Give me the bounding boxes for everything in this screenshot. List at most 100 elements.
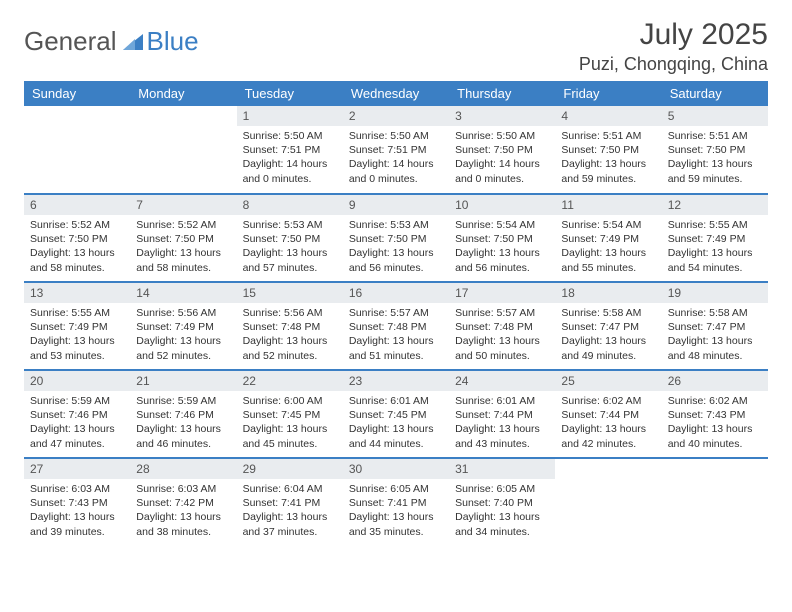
day-details: Sunrise: 5:57 AMSunset: 7:48 PMDaylight:… [449, 303, 555, 369]
location: Puzi, Chongqing, China [579, 54, 768, 75]
calendar-cell: 9Sunrise: 5:53 AMSunset: 7:50 PMDaylight… [343, 194, 449, 282]
calendar-cell: 11Sunrise: 5:54 AMSunset: 7:49 PMDayligh… [555, 194, 661, 282]
calendar-cell [24, 106, 130, 194]
day-number: 18 [555, 283, 661, 303]
calendar-week: 1Sunrise: 5:50 AMSunset: 7:51 PMDaylight… [24, 106, 768, 194]
day-details: Sunrise: 5:54 AMSunset: 7:50 PMDaylight:… [449, 215, 555, 281]
day-number: 31 [449, 459, 555, 479]
calendar-cell: 21Sunrise: 5:59 AMSunset: 7:46 PMDayligh… [130, 370, 236, 458]
day-header: Monday [130, 81, 236, 106]
calendar-cell: 19Sunrise: 5:58 AMSunset: 7:47 PMDayligh… [662, 282, 768, 370]
day-number: 12 [662, 195, 768, 215]
day-number: 13 [24, 283, 130, 303]
day-number: 22 [237, 371, 343, 391]
calendar-table: SundayMondayTuesdayWednesdayThursdayFrid… [24, 81, 768, 546]
day-details: Sunrise: 5:57 AMSunset: 7:48 PMDaylight:… [343, 303, 449, 369]
calendar-cell: 14Sunrise: 5:56 AMSunset: 7:49 PMDayligh… [130, 282, 236, 370]
day-number: 1 [237, 106, 343, 126]
calendar-week: 6Sunrise: 5:52 AMSunset: 7:50 PMDaylight… [24, 194, 768, 282]
calendar-cell: 17Sunrise: 5:57 AMSunset: 7:48 PMDayligh… [449, 282, 555, 370]
day-number: 21 [130, 371, 236, 391]
calendar-cell [130, 106, 236, 194]
day-details: Sunrise: 5:58 AMSunset: 7:47 PMDaylight:… [555, 303, 661, 369]
calendar-cell: 26Sunrise: 6:02 AMSunset: 7:43 PMDayligh… [662, 370, 768, 458]
day-details: Sunrise: 5:52 AMSunset: 7:50 PMDaylight:… [130, 215, 236, 281]
day-number: 8 [237, 195, 343, 215]
day-number: 15 [237, 283, 343, 303]
day-number: 16 [343, 283, 449, 303]
calendar-cell: 4Sunrise: 5:51 AMSunset: 7:50 PMDaylight… [555, 106, 661, 194]
calendar-cell: 18Sunrise: 5:58 AMSunset: 7:47 PMDayligh… [555, 282, 661, 370]
calendar-cell: 23Sunrise: 6:01 AMSunset: 7:45 PMDayligh… [343, 370, 449, 458]
day-details: Sunrise: 6:03 AMSunset: 7:43 PMDaylight:… [24, 479, 130, 545]
day-number: 4 [555, 106, 661, 126]
calendar-cell: 5Sunrise: 5:51 AMSunset: 7:50 PMDaylight… [662, 106, 768, 194]
day-number: 7 [130, 195, 236, 215]
day-header-row: SundayMondayTuesdayWednesdayThursdayFrid… [24, 81, 768, 106]
title-block: July 2025 Puzi, Chongqing, China [579, 18, 768, 75]
calendar-cell: 2Sunrise: 5:50 AMSunset: 7:51 PMDaylight… [343, 106, 449, 194]
day-number: 17 [449, 283, 555, 303]
day-details: Sunrise: 5:56 AMSunset: 7:49 PMDaylight:… [130, 303, 236, 369]
calendar-cell: 25Sunrise: 6:02 AMSunset: 7:44 PMDayligh… [555, 370, 661, 458]
day-details: Sunrise: 5:56 AMSunset: 7:48 PMDaylight:… [237, 303, 343, 369]
calendar-cell: 8Sunrise: 5:53 AMSunset: 7:50 PMDaylight… [237, 194, 343, 282]
day-number: 2 [343, 106, 449, 126]
day-number: 29 [237, 459, 343, 479]
calendar-cell: 15Sunrise: 5:56 AMSunset: 7:48 PMDayligh… [237, 282, 343, 370]
day-header: Saturday [662, 81, 768, 106]
calendar-cell: 29Sunrise: 6:04 AMSunset: 7:41 PMDayligh… [237, 458, 343, 546]
calendar-cell [555, 458, 661, 546]
calendar-cell: 31Sunrise: 6:05 AMSunset: 7:40 PMDayligh… [449, 458, 555, 546]
day-number: 10 [449, 195, 555, 215]
calendar-week: 20Sunrise: 5:59 AMSunset: 7:46 PMDayligh… [24, 370, 768, 458]
day-details: Sunrise: 5:52 AMSunset: 7:50 PMDaylight:… [24, 215, 130, 281]
calendar-cell: 30Sunrise: 6:05 AMSunset: 7:41 PMDayligh… [343, 458, 449, 546]
day-details: Sunrise: 5:51 AMSunset: 7:50 PMDaylight:… [555, 126, 661, 192]
calendar-cell: 7Sunrise: 5:52 AMSunset: 7:50 PMDaylight… [130, 194, 236, 282]
day-details: Sunrise: 6:01 AMSunset: 7:44 PMDaylight:… [449, 391, 555, 457]
calendar-cell: 28Sunrise: 6:03 AMSunset: 7:42 PMDayligh… [130, 458, 236, 546]
day-number: 19 [662, 283, 768, 303]
day-details: Sunrise: 5:54 AMSunset: 7:49 PMDaylight:… [555, 215, 661, 281]
day-details: Sunrise: 5:53 AMSunset: 7:50 PMDaylight:… [237, 215, 343, 281]
day-number: 23 [343, 371, 449, 391]
day-details: Sunrise: 5:50 AMSunset: 7:51 PMDaylight:… [237, 126, 343, 192]
calendar-cell: 6Sunrise: 5:52 AMSunset: 7:50 PMDaylight… [24, 194, 130, 282]
day-details: Sunrise: 5:50 AMSunset: 7:50 PMDaylight:… [449, 126, 555, 192]
calendar-cell [662, 458, 768, 546]
day-details: Sunrise: 6:01 AMSunset: 7:45 PMDaylight:… [343, 391, 449, 457]
day-details: Sunrise: 6:05 AMSunset: 7:41 PMDaylight:… [343, 479, 449, 545]
calendar-cell: 27Sunrise: 6:03 AMSunset: 7:43 PMDayligh… [24, 458, 130, 546]
day-number: 28 [130, 459, 236, 479]
day-header: Sunday [24, 81, 130, 106]
logo-word-1: General [24, 26, 117, 57]
day-number: 30 [343, 459, 449, 479]
day-details: Sunrise: 6:02 AMSunset: 7:43 PMDaylight:… [662, 391, 768, 457]
day-details: Sunrise: 6:02 AMSunset: 7:44 PMDaylight:… [555, 391, 661, 457]
day-details: Sunrise: 6:04 AMSunset: 7:41 PMDaylight:… [237, 479, 343, 545]
day-number: 9 [343, 195, 449, 215]
calendar-cell: 3Sunrise: 5:50 AMSunset: 7:50 PMDaylight… [449, 106, 555, 194]
day-number: 6 [24, 195, 130, 215]
day-details: Sunrise: 6:05 AMSunset: 7:40 PMDaylight:… [449, 479, 555, 545]
day-details: Sunrise: 5:53 AMSunset: 7:50 PMDaylight:… [343, 215, 449, 281]
calendar-cell: 22Sunrise: 6:00 AMSunset: 7:45 PMDayligh… [237, 370, 343, 458]
day-number: 3 [449, 106, 555, 126]
calendar-cell: 20Sunrise: 5:59 AMSunset: 7:46 PMDayligh… [24, 370, 130, 458]
day-number: 26 [662, 371, 768, 391]
header: General Blue July 2025 Puzi, Chongqing, … [24, 18, 768, 75]
day-header: Thursday [449, 81, 555, 106]
day-number: 24 [449, 371, 555, 391]
day-header: Friday [555, 81, 661, 106]
month-title: July 2025 [579, 18, 768, 52]
day-details: Sunrise: 5:51 AMSunset: 7:50 PMDaylight:… [662, 126, 768, 192]
day-details: Sunrise: 5:55 AMSunset: 7:49 PMDaylight:… [662, 215, 768, 281]
day-details: Sunrise: 5:50 AMSunset: 7:51 PMDaylight:… [343, 126, 449, 192]
day-details: Sunrise: 6:00 AMSunset: 7:45 PMDaylight:… [237, 391, 343, 457]
calendar-cell: 13Sunrise: 5:55 AMSunset: 7:49 PMDayligh… [24, 282, 130, 370]
calendar-cell: 24Sunrise: 6:01 AMSunset: 7:44 PMDayligh… [449, 370, 555, 458]
day-number: 20 [24, 371, 130, 391]
day-details: Sunrise: 5:59 AMSunset: 7:46 PMDaylight:… [24, 391, 130, 457]
logo-sail-icon [121, 32, 145, 52]
